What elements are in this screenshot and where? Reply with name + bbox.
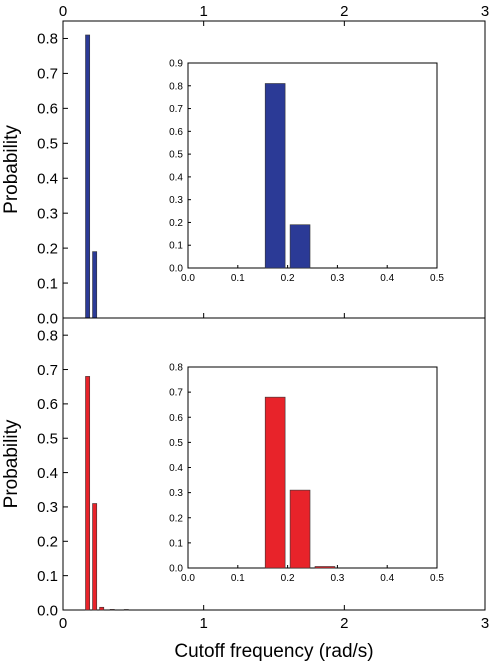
bottom-ylabel: Probability <box>1 419 22 508</box>
bottom-xtick-label-0: 0 <box>59 615 67 632</box>
top-xtick-label-1: 1 <box>199 3 207 20</box>
top-xtick-label-0: 0 <box>59 3 67 20</box>
top-inset-xtick-label-3: 0.3 <box>330 273 344 284</box>
top-ytick-label-1: 0.1 <box>37 275 58 292</box>
top-inset-bar-0 <box>264 83 286 269</box>
top-inset-ytick-label-2: 0.2 <box>169 218 183 229</box>
bottom-inset-frame <box>187 366 438 569</box>
bottom-inset-bar-0 <box>264 396 286 569</box>
top-xtick-label-2: 2 <box>340 3 348 20</box>
top-ytick-label-3: 0.3 <box>37 205 58 222</box>
bottom-xtick-label-1: 1 <box>199 615 207 632</box>
bottom-bar-2 <box>99 606 105 611</box>
top-inset-ytick-label-1: 0.1 <box>169 241 183 252</box>
top-inset-frame <box>187 62 438 269</box>
top-inset-ytick-label-5: 0.5 <box>169 150 183 161</box>
top-ytick-label-0: 0.0 <box>37 310 58 327</box>
top-inset-xtick-label-4: 0.4 <box>380 273 394 284</box>
bottom-inset-ytick-label-0: 0.0 <box>169 564 183 575</box>
bottom-xlabel: Cutoff frequency (rad/s) <box>174 641 373 662</box>
bottom-ytick-label-0: 0.0 <box>37 602 58 619</box>
top-inset-xtick-label-5: 0.5 <box>430 273 444 284</box>
top-inset-ytick-label-7: 0.7 <box>169 104 183 115</box>
bottom-ytick-label-7: 0.7 <box>37 362 58 379</box>
top-inset-ytick-label-0: 0.0 <box>169 264 183 275</box>
top-ytick-label-6: 0.6 <box>37 101 58 118</box>
bottom-inset-ytick-label-4: 0.4 <box>169 463 183 474</box>
top-inset-ytick-label-4: 0.4 <box>169 172 183 183</box>
top-inset-ytick-label-3: 0.3 <box>169 195 183 206</box>
bottom-inset-ytick-label-2: 0.2 <box>169 513 183 524</box>
bottom-ytick-label-5: 0.5 <box>37 430 58 447</box>
bottom-inset-ytick-label-1: 0.1 <box>169 538 183 549</box>
top-inset-xtick-label-2: 0.2 <box>281 273 295 284</box>
top-bar-0 <box>85 34 91 319</box>
bottom-inset-bar-2 <box>314 566 336 569</box>
top-ylabel: Probability <box>1 125 22 214</box>
top-inset-ytick-label-9: 0.9 <box>169 59 183 70</box>
top-inset-xtick-label-0: 0.0 <box>181 273 195 284</box>
bottom-bar-4 <box>123 609 129 611</box>
bottom-inset-xtick-label-3: 0.3 <box>330 573 344 584</box>
top-inset-xtick-label-1: 0.1 <box>231 273 245 284</box>
bottom-inset-ytick-label-5: 0.5 <box>169 438 183 449</box>
bottom-bar-0 <box>85 376 91 611</box>
bottom-bar-3 <box>109 609 115 611</box>
bottom-inset-ytick-label-8: 0.8 <box>169 363 183 374</box>
bottom-inset-ytick-label-3: 0.3 <box>169 488 183 499</box>
top-ytick-label-4: 0.4 <box>37 170 58 187</box>
top-bar-1 <box>92 251 98 319</box>
top-inset-bar-1 <box>289 224 311 269</box>
bottom-inset-xtick-label-4: 0.4 <box>380 573 394 584</box>
bottom-inset-xtick-label-1: 0.1 <box>231 573 245 584</box>
bottom-ytick-label-2: 0.2 <box>37 534 58 551</box>
bottom-inset-xtick-label-0: 0.0 <box>181 573 195 584</box>
top-ytick-label-7: 0.7 <box>37 66 58 83</box>
bottom-xtick-label-2: 2 <box>340 615 348 632</box>
top-inset-ytick-label-8: 0.8 <box>169 81 183 92</box>
bottom-ytick-label-4: 0.4 <box>37 465 58 482</box>
top-inset-ytick-label-6: 0.6 <box>169 127 183 138</box>
bottom-inset-ytick-label-7: 0.7 <box>169 388 183 399</box>
bottom-ytick-label-1: 0.1 <box>37 568 58 585</box>
bottom-xtick-label-3: 3 <box>481 615 489 632</box>
bottom-ytick-label-8: 0.8 <box>37 327 58 344</box>
top-ytick-label-5: 0.5 <box>37 136 58 153</box>
bottom-inset-xtick-label-2: 0.2 <box>281 573 295 584</box>
bottom-inset-xtick-label-5: 0.5 <box>430 573 444 584</box>
top-ytick-label-2: 0.2 <box>37 240 58 257</box>
bottom-ytick-label-3: 0.3 <box>37 499 58 516</box>
bottom-inset-bar-1 <box>289 489 311 569</box>
top-ytick-label-8: 0.8 <box>37 31 58 48</box>
bottom-inset-ytick-label-6: 0.6 <box>169 413 183 424</box>
bottom-bar-1 <box>92 503 98 611</box>
top-xtick-label-3: 3 <box>481 3 489 20</box>
bottom-ytick-label-6: 0.6 <box>37 396 58 413</box>
